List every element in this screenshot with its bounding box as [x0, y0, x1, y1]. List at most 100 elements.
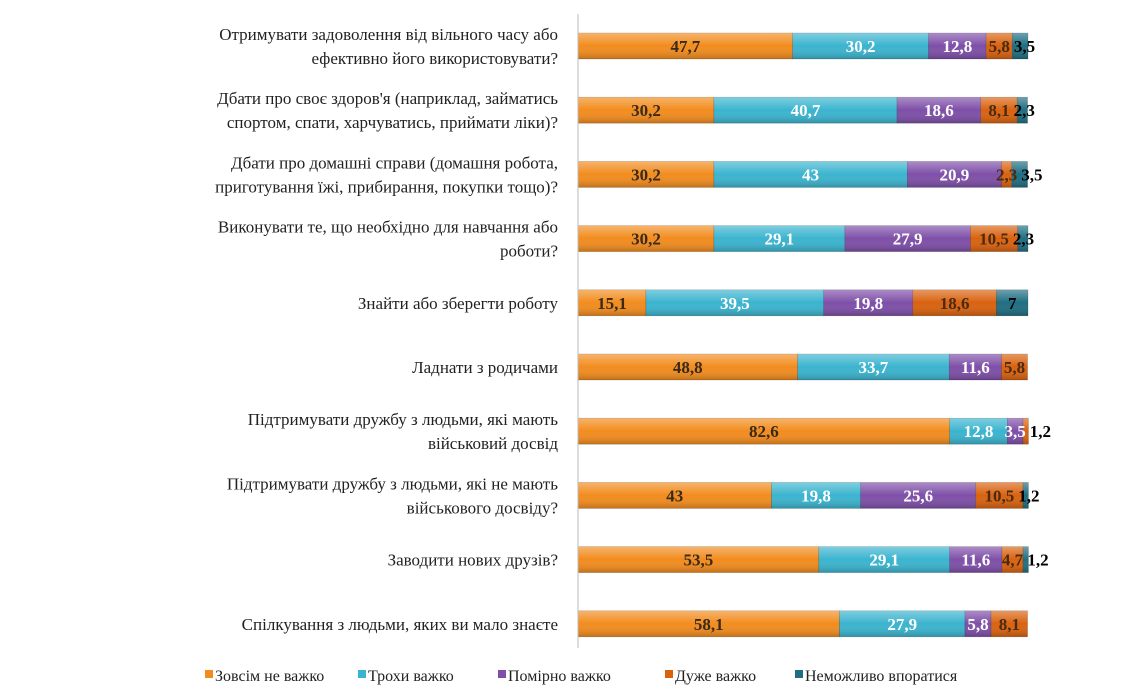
data-label: 47,7 — [670, 37, 700, 56]
data-label: 27,9 — [893, 230, 923, 249]
legend-swatch — [358, 670, 366, 678]
bar-segment-shine — [1023, 482, 1029, 509]
data-label: 11,6 — [961, 551, 990, 570]
data-label: 5,8 — [967, 615, 988, 634]
data-label: 5,8 — [1004, 358, 1025, 377]
bar-segment-shine — [578, 546, 819, 573]
bar-segment-shine — [928, 33, 987, 59]
data-label: 29,1 — [869, 551, 899, 570]
legend-swatch — [498, 670, 506, 678]
bar-segment-shine — [1001, 354, 1028, 380]
category-label: Виконувати те, що необхідно для навчання… — [218, 218, 558, 261]
bar-segment-shine — [860, 482, 976, 509]
data-label: 30,2 — [631, 230, 661, 249]
bar-segment-shine — [1017, 225, 1028, 252]
bar-segment-shine — [792, 33, 929, 59]
legend-label: Помірно важко — [508, 668, 611, 685]
bar-segment-shine — [713, 225, 845, 252]
bar-segment-shine — [1001, 546, 1024, 573]
legend-label: Зовсім не важко — [215, 668, 324, 685]
data-label: 43 — [666, 486, 683, 505]
data-label: 2,3 — [1013, 230, 1034, 249]
bar-segment-shine — [1007, 418, 1024, 445]
bar-segment-shine — [949, 354, 1002, 380]
data-label: 30,2 — [631, 101, 661, 120]
data-label: 29,1 — [765, 230, 795, 249]
data-label: 12,8 — [964, 422, 994, 441]
data-label: 12,8 — [942, 37, 972, 56]
bar-segment-shine — [996, 289, 1028, 316]
category-label: Заводити нових друзів? — [388, 551, 558, 570]
data-label: 19,8 — [801, 486, 831, 505]
legend-label: Дуже важко — [675, 668, 756, 685]
legend-swatch — [665, 670, 673, 678]
bar-segment-shine — [578, 97, 714, 124]
data-label: 1,2 — [1027, 551, 1048, 570]
bar-segment-shine — [912, 289, 997, 316]
bar-segment-shine — [578, 418, 950, 445]
data-label: 3,5 — [1014, 37, 1035, 56]
bar-segment-shine — [965, 610, 992, 637]
bar-segment-shine — [907, 161, 1002, 188]
bar-segment-shine — [578, 610, 840, 637]
data-label: 82,6 — [749, 422, 779, 441]
category-label: Знайти або зберегти роботу — [358, 294, 559, 313]
bar-segment-shine — [991, 610, 1028, 637]
legend-swatch — [795, 670, 803, 678]
bar-segment-shine — [823, 289, 913, 316]
data-label: 8,1 — [988, 101, 1009, 120]
bar-segment-shine — [797, 354, 950, 380]
data-label: 53,5 — [684, 551, 714, 570]
data-label: 18,6 — [924, 101, 954, 120]
legend-label: Трохи важко — [368, 668, 454, 685]
bar-segment-shine — [1012, 33, 1028, 59]
data-label: 48,8 — [673, 358, 703, 377]
bar-segment-shine — [771, 482, 861, 509]
data-label: 43 — [802, 165, 819, 184]
category-label: Дбати про своє здоров'я (наприклад, займ… — [217, 89, 558, 132]
data-label: 3,5 — [1021, 165, 1042, 184]
category-label: Ладнати з родичами — [412, 358, 558, 377]
bar-segment-shine — [897, 97, 981, 124]
data-label: 18,6 — [940, 294, 970, 313]
legend-swatch — [205, 670, 213, 678]
bar-segment-shine — [713, 161, 908, 188]
data-label: 10,5 — [979, 230, 1009, 249]
bar-segment-shine — [980, 97, 1018, 124]
bar-segment-shine — [1023, 546, 1029, 573]
bar-segment-shine — [1017, 97, 1028, 124]
data-label: 7 — [1008, 294, 1017, 313]
data-label: 19,8 — [853, 294, 883, 313]
bar-segment-shine — [949, 418, 1008, 445]
data-label: 15,1 — [597, 294, 627, 313]
bar-segment-shine — [986, 33, 1013, 59]
bar-segment-shine — [645, 289, 824, 316]
bar-segment-shine — [970, 225, 1018, 252]
data-label: 30,2 — [846, 37, 876, 56]
bar-segment-shine — [578, 161, 714, 188]
legend-label: Неможливо впоратися — [805, 668, 958, 685]
bar-segment-shine — [1001, 161, 1012, 188]
data-label: 39,5 — [720, 294, 750, 313]
bar-segment-shine — [1011, 161, 1028, 188]
data-label: 2,3 — [1014, 101, 1035, 120]
bar-segment-shine — [578, 289, 646, 316]
data-label: 25,6 — [903, 486, 933, 505]
bar-segment-shine — [578, 482, 772, 509]
bar-segment-shine — [949, 546, 1002, 573]
bar-segment-shine — [839, 610, 965, 637]
data-label: 20,9 — [940, 165, 970, 184]
category-label: Спілкування з людьми, яких ви мало знаєт… — [242, 615, 558, 634]
data-label: 40,7 — [791, 101, 821, 120]
category-label: Підтримувати дружбу з людьми, які не маю… — [227, 474, 558, 517]
bar-segment-shine — [975, 482, 1024, 509]
bar-segment-shine — [818, 546, 950, 573]
bar-segment-shine — [1023, 418, 1029, 445]
category-label: Дбати про домашні справи (домашня робота… — [215, 153, 558, 196]
data-label: 1,2 — [1018, 486, 1039, 505]
data-label: 33,7 — [859, 358, 889, 377]
data-label: 1,2 — [1030, 422, 1051, 441]
data-label: 58,1 — [694, 615, 724, 634]
data-label: 27,9 — [887, 615, 917, 634]
